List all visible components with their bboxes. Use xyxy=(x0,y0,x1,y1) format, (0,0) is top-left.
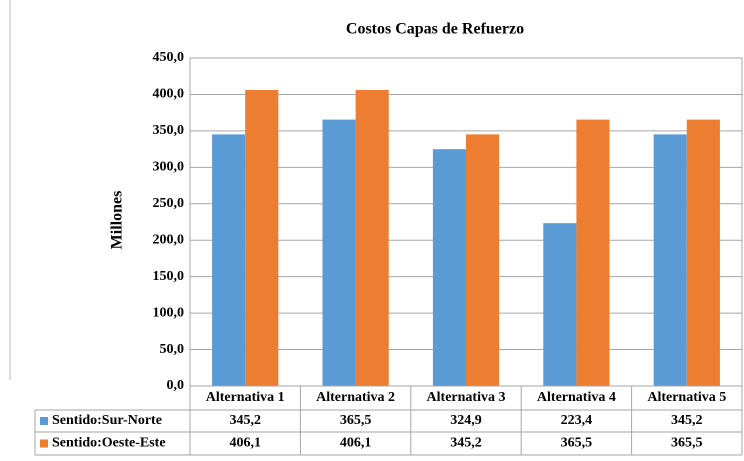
table-cell: 365,5 xyxy=(340,413,372,428)
bar xyxy=(432,149,466,386)
table-cell: 365,5 xyxy=(671,436,703,451)
bar xyxy=(466,134,500,386)
bar xyxy=(686,119,720,386)
legend-label: Sentido:Sur-Norte xyxy=(52,413,162,428)
legend-key xyxy=(40,439,48,448)
y-tick-label: 250,0 xyxy=(153,196,185,211)
bar xyxy=(543,223,577,386)
legend-label: Sentido:Oeste-Este xyxy=(52,436,166,451)
chart-title: Costos Capas de Refuerzo xyxy=(346,21,524,38)
y-tick-label: 400,0 xyxy=(153,87,185,102)
y-tick-label: 100,0 xyxy=(153,305,185,320)
y-tick-label: 200,0 xyxy=(153,232,185,247)
y-tick-label: 0,0 xyxy=(167,378,185,393)
legend-key xyxy=(40,417,48,425)
table-cell: 345,2 xyxy=(450,436,482,451)
bar xyxy=(355,89,389,386)
x-tick-label: Alternativa 4 xyxy=(537,390,616,405)
y-axis-label: Millones xyxy=(109,191,126,250)
y-tick-label: 300,0 xyxy=(153,160,185,175)
bar xyxy=(576,119,610,386)
x-tick-label: Alternativa 3 xyxy=(427,390,506,405)
table-cell: 365,5 xyxy=(561,436,593,451)
table-cell: 223,4 xyxy=(561,413,593,428)
y-tick-label: 150,0 xyxy=(153,269,185,284)
x-tick-label: Alternativa 5 xyxy=(647,390,726,405)
y-tick-label: 350,0 xyxy=(153,123,185,138)
bar xyxy=(212,134,246,386)
bar xyxy=(245,89,279,386)
x-tick-label: Alternativa 2 xyxy=(316,390,395,405)
bar xyxy=(322,119,356,386)
y-tick-label: 450,0 xyxy=(153,50,185,65)
table-cell: 406,1 xyxy=(340,436,372,451)
bar xyxy=(653,134,687,386)
table-cell: 345,2 xyxy=(671,413,703,428)
y-tick-label: 50,0 xyxy=(160,342,185,357)
x-tick-label: Alternativa 1 xyxy=(206,390,285,405)
table-cell: 345,2 xyxy=(229,413,261,428)
table-cell: 324,9 xyxy=(450,413,482,428)
table-cell: 406,1 xyxy=(229,436,261,451)
